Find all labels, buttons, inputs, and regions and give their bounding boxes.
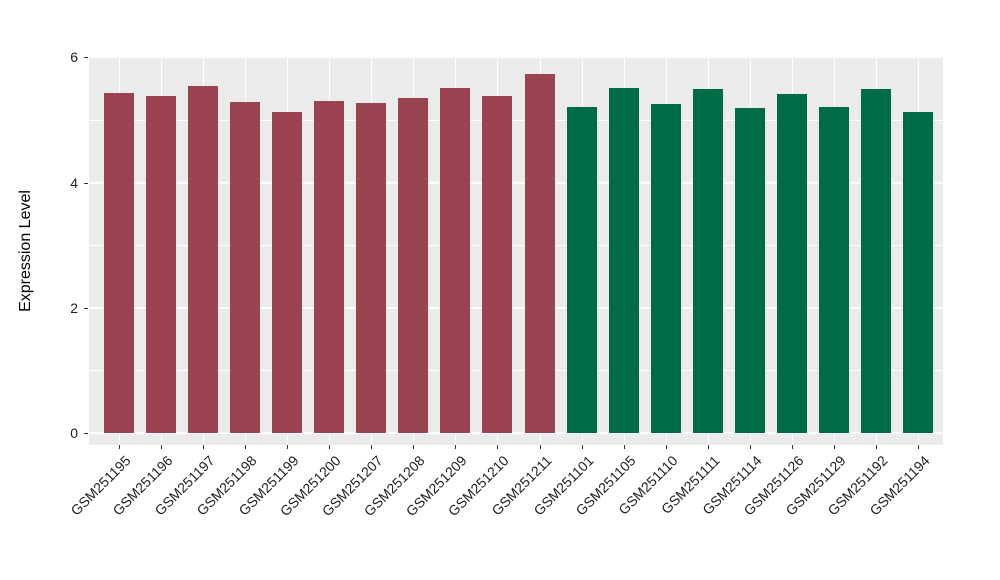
bar-gsm251207 [356,103,387,433]
bar-gsm251209 [440,88,471,433]
x-tick-mark [917,445,919,449]
bar-gsm251198 [230,102,261,433]
bar-gsm251105 [608,88,639,433]
x-tick-mark [497,445,499,449]
bar-gsm251211 [524,74,555,433]
y-tick-mark [84,433,88,434]
bar-gsm251111 [692,89,723,433]
major-gridline-y0 [89,432,943,434]
x-tick-mark [665,445,667,449]
major-gridline-y4 [89,181,943,184]
bar-gsm251192 [860,89,891,433]
x-tick-mark [329,445,331,449]
major-gridline-y6 [89,57,943,59]
x-tick-mark [413,445,415,449]
bar-gsm251126 [776,94,807,433]
bar-gsm251208 [398,98,429,433]
bar-gsm251114 [734,108,765,433]
x-tick-mark [875,445,877,449]
x-tick-mark [455,445,457,449]
major-gridline-y2 [89,306,943,309]
bar-gsm251197 [188,86,219,433]
bar-gsm251210 [482,96,513,433]
y-tick-mark [84,57,88,59]
x-tick-mark [371,445,373,449]
y-tick-label-4: 4 [70,174,78,191]
x-tick-mark [623,445,625,449]
x-tick-mark [203,445,205,449]
x-tick-mark [581,445,583,449]
x-tick-mark [287,445,289,449]
y-tick-mark [84,182,88,184]
minor-gridline-y3 [89,245,943,247]
y-axis-title: Expression Level [17,190,34,312]
bar-gsm251195 [104,93,134,433]
bar-gsm251200 [314,100,345,433]
x-tick-mark [539,445,541,449]
x-tick-mark [791,445,793,449]
minor-gridline-y1 [89,370,943,372]
x-tick-mark [245,445,247,449]
bar-gsm251110 [650,104,681,433]
y-tick-label-0: 0 [70,425,78,441]
y-tick-mark [84,307,88,309]
minor-gridline-y5 [89,120,943,121]
bar-gsm251101 [566,106,597,433]
bar-gsm251199 [272,112,303,433]
x-tick-mark [707,445,709,449]
x-tick-mark [833,445,835,449]
x-tick-mark [161,445,163,449]
y-tick-label-6: 6 [70,49,78,66]
y-tick-label-2: 2 [70,299,78,316]
bar-gsm251196 [146,95,177,433]
bar-gsm251129 [818,106,849,433]
plot-panel [89,57,943,445]
x-tick-mark [749,445,751,449]
x-tick-mark [119,445,120,449]
bar-gsm251194 [902,111,933,433]
